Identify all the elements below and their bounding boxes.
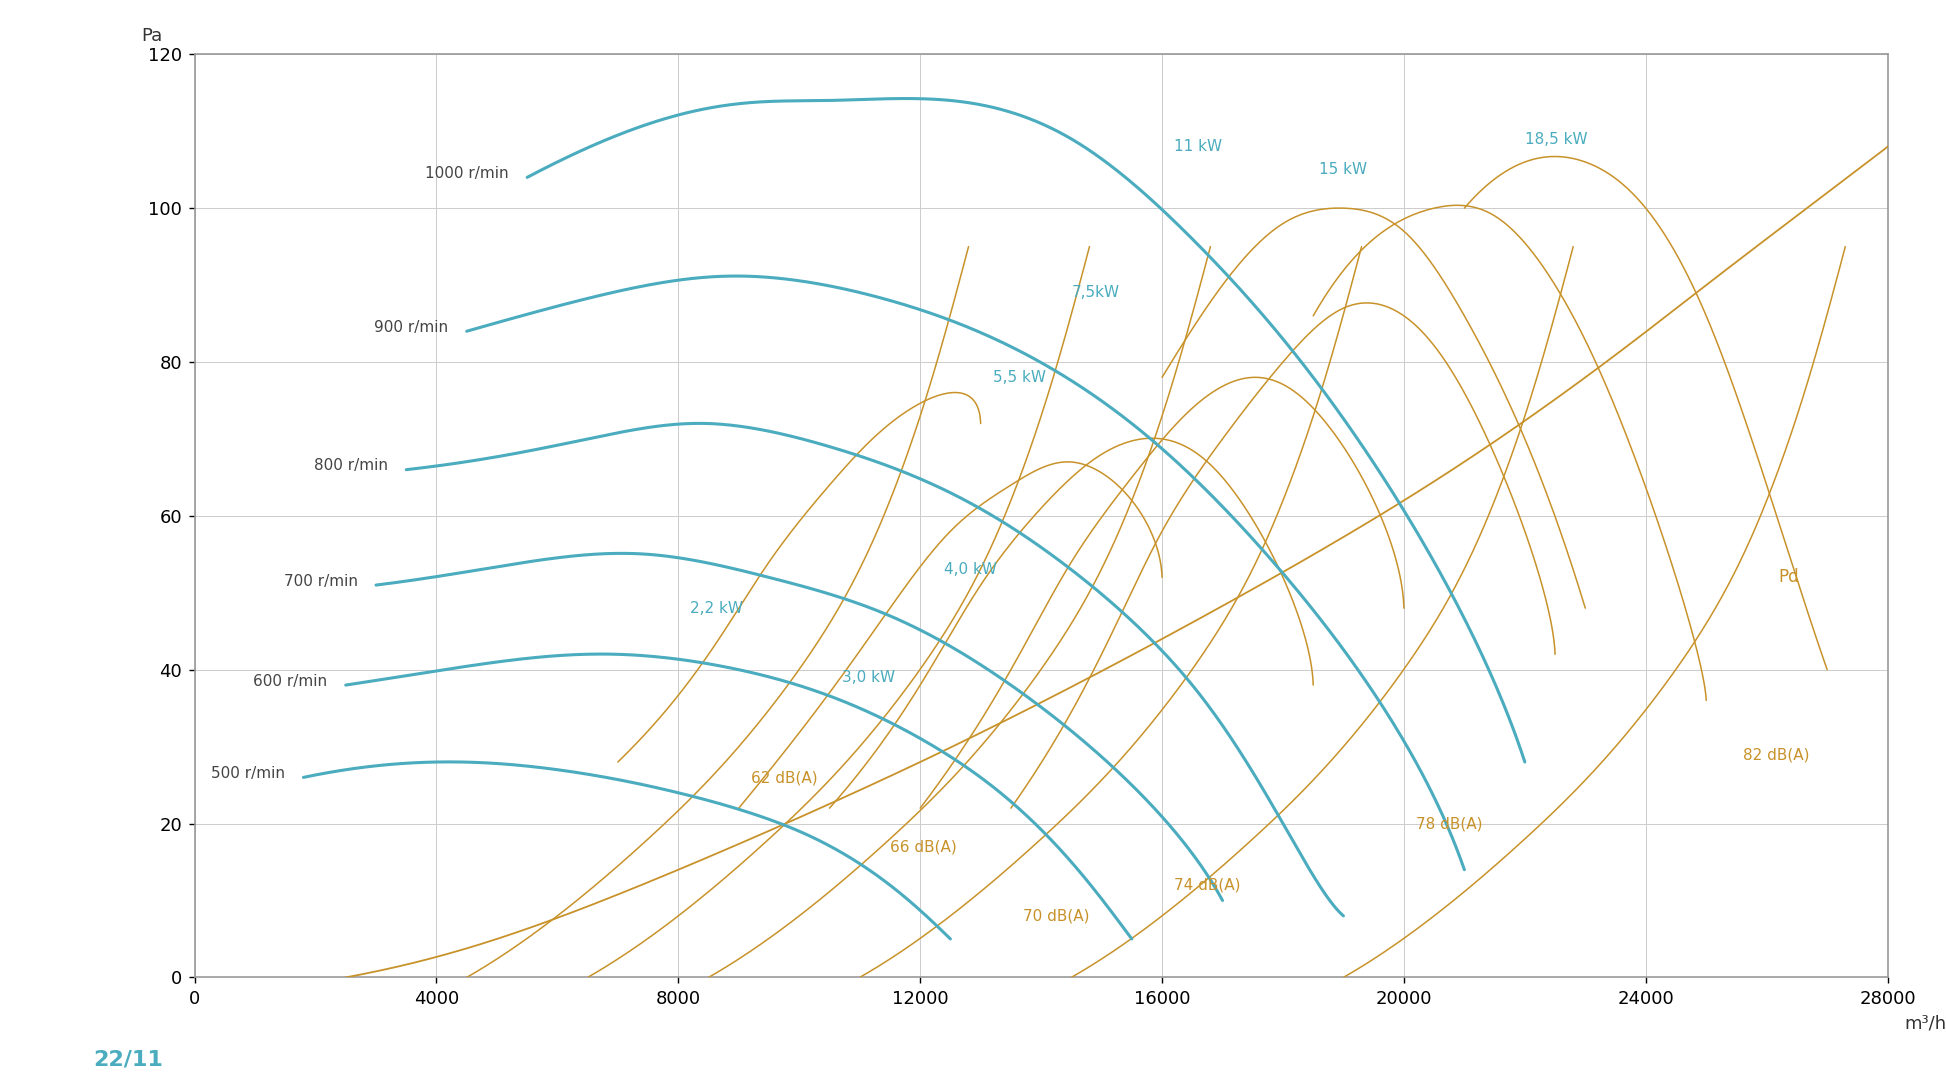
Text: 70 dB(A): 70 dB(A) bbox=[1024, 909, 1090, 923]
Text: 500 r/min: 500 r/min bbox=[212, 766, 286, 781]
Text: 7,5kW: 7,5kW bbox=[1072, 286, 1119, 301]
Text: 800 r/min: 800 r/min bbox=[313, 458, 387, 473]
Text: m³/h: m³/h bbox=[1905, 1014, 1946, 1033]
Text: 700 r/min: 700 r/min bbox=[284, 573, 358, 589]
Text: Pa: Pa bbox=[142, 27, 163, 45]
Text: 600 r/min: 600 r/min bbox=[253, 673, 327, 689]
Text: 66 dB(A): 66 dB(A) bbox=[889, 839, 957, 855]
Text: 2,2 kW: 2,2 kW bbox=[691, 601, 743, 616]
Text: 22/11: 22/11 bbox=[93, 1050, 163, 1070]
Text: 82 dB(A): 82 dB(A) bbox=[1742, 747, 1810, 762]
Text: 1000 r/min: 1000 r/min bbox=[426, 166, 510, 181]
Text: 74 dB(A): 74 dB(A) bbox=[1173, 877, 1242, 893]
Text: Pd: Pd bbox=[1779, 568, 1800, 586]
Text: 78 dB(A): 78 dB(A) bbox=[1417, 817, 1483, 831]
Text: 11 kW: 11 kW bbox=[1173, 139, 1222, 154]
Text: 62 dB(A): 62 dB(A) bbox=[751, 770, 817, 785]
Text: 15 kW: 15 kW bbox=[1319, 163, 1368, 177]
Text: 900 r/min: 900 r/min bbox=[374, 320, 450, 334]
Text: 5,5 kW: 5,5 kW bbox=[992, 370, 1045, 386]
Text: 4,0 kW: 4,0 kW bbox=[944, 563, 998, 578]
Text: 3,0 kW: 3,0 kW bbox=[841, 670, 895, 685]
Text: 18,5 kW: 18,5 kW bbox=[1526, 131, 1588, 147]
